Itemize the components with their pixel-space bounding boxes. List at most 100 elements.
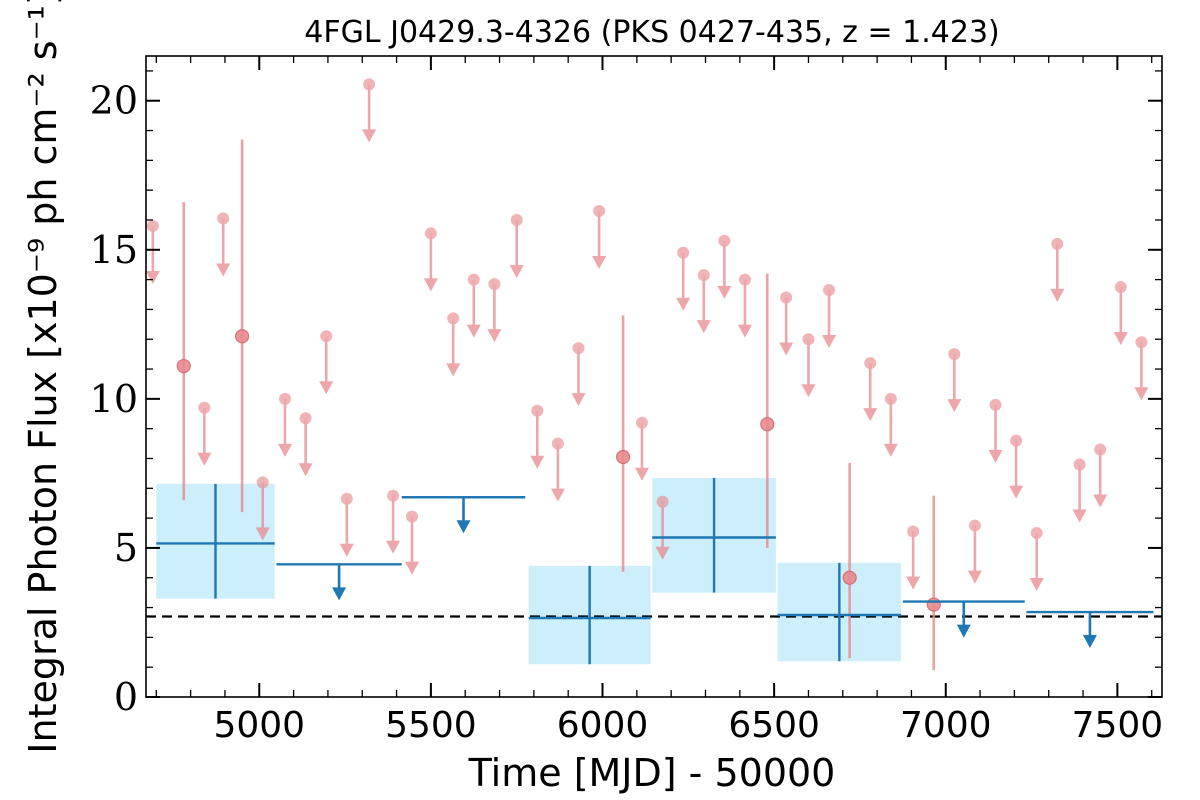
- short-bin-upper-limit-11: [423, 227, 438, 292]
- short-bin-upper-limit-28: [822, 284, 837, 349]
- short-bin-upper-limit-23-head: [696, 320, 711, 334]
- long-bin-bands: [156, 477, 902, 665]
- short-bin-upper-limit-marker-2: [217, 212, 230, 225]
- x-tick-label-1: 5500: [385, 705, 477, 746]
- short-bin-upper-limit-13-head: [466, 324, 481, 338]
- short-bin-upper-limit-3-head: [255, 527, 270, 541]
- short-bin-upper-limit-35-head: [1009, 485, 1024, 499]
- x-tick-label-3: 6500: [728, 705, 820, 746]
- short-bin-upper-limit-37-head: [1050, 288, 1065, 302]
- short-bin-upper-limit-17: [550, 437, 565, 502]
- short-bin-upper-limit-marker-34: [989, 398, 1002, 411]
- short-bin-upper-limit-27: [801, 333, 816, 398]
- short-bin-upper-limit-26: [779, 291, 794, 356]
- short-bin-upper-limit-0-head: [146, 270, 160, 284]
- short-bin-upper-limit-30: [883, 392, 898, 457]
- short-bin-upper-limit-marker-12: [447, 312, 460, 325]
- short-bin-upper-limit-40-head: [1113, 332, 1128, 346]
- short-bin-upper-limit-8: [362, 78, 377, 143]
- short-bin-upper-limit-24: [717, 234, 732, 299]
- short-bin-upper-limit-6-head: [319, 381, 334, 395]
- short-bin-upper-limit-marker-7: [340, 492, 353, 505]
- short-bin-upper-limit-marker-16: [531, 404, 544, 417]
- short-bin-upper-limit-marker-25: [738, 273, 751, 286]
- short-bin-upper-limit-marker-40: [1114, 281, 1127, 294]
- x-tick-label-0: 5000: [213, 705, 305, 746]
- short-bin-upper-limit-22-head: [676, 297, 691, 311]
- long-bin-upper-limit-arrow-0-head: [332, 587, 347, 601]
- short-bin-upper-limit-marker-4: [279, 392, 292, 405]
- short-bin-upper-limit-marker-33: [968, 519, 981, 532]
- short-bin-upper-limit-marker-6: [320, 330, 333, 343]
- short-bin-upper-limit-marker-28: [823, 284, 836, 297]
- chart-title: 4FGL J0429.3-4326 (PKS 0427-435, z = 1.4…: [304, 15, 999, 50]
- short-bin-upper-limit-27-head: [801, 384, 816, 398]
- x-tick-label-2: 6000: [557, 705, 649, 746]
- short-bin-upper-limit-marker-21: [656, 495, 669, 508]
- short-bin-upper-limit-14-head: [487, 329, 502, 343]
- short-bin-upper-limit-33-head: [967, 570, 982, 584]
- long-bin-upper-limit-arrow-0: [332, 564, 347, 601]
- short-bin-upper-limit-marker-13: [467, 273, 480, 286]
- short-bin-upper-limit-marker-35: [1010, 434, 1023, 447]
- short-bin-upper-limit-marker-39: [1094, 443, 1107, 456]
- short-bin-upper-limit-5: [298, 412, 313, 477]
- y-axis-label: Integral Photon Flux [x10⁻⁹ ph cm⁻² s⁻¹]: [21, 0, 65, 754]
- short-bin-upper-limit-marker-10: [406, 510, 419, 523]
- short-bin-upper-limit-39-head: [1093, 494, 1108, 508]
- short-bin-upper-limit-19-head: [592, 256, 607, 270]
- short-bin-upper-limit-marker-41: [1135, 336, 1148, 349]
- long-bin-series: [156, 477, 1154, 665]
- short-bin-upper-limit-marker-8: [363, 78, 376, 91]
- short-bin-upper-limit-marker-5: [299, 412, 312, 425]
- short-bin-upper-limit-marker-14: [488, 278, 501, 291]
- short-bin-upper-limit-7: [339, 492, 354, 557]
- short-bin-upper-limit-marker-37: [1051, 237, 1064, 250]
- short-bin-upper-limit-20: [634, 416, 649, 481]
- short-bin-point-3: [760, 417, 775, 432]
- short-bin-upper-limit-34-head: [988, 449, 1003, 463]
- plot-area: [146, 78, 1162, 671]
- short-bin-upper-limit-marker-1: [198, 401, 211, 414]
- short-bin-upper-limit-12-head: [446, 363, 461, 377]
- short-bin-upper-limit-4-head: [278, 443, 293, 457]
- short-bin-upper-limit-16: [530, 404, 545, 469]
- long-bin-upper-limit-arrow-1: [456, 497, 471, 534]
- short-bin-upper-limit-10: [405, 510, 420, 575]
- short-bin-upper-limit-13: [466, 273, 481, 338]
- short-bin-upper-limit-marker-29: [864, 357, 877, 370]
- short-bin-upper-limit-32: [947, 348, 962, 413]
- short-bin-upper-limit-36-head: [1029, 578, 1044, 592]
- short-bin-upper-limit-37: [1050, 237, 1065, 302]
- short-bin-upper-limit-12: [446, 312, 461, 377]
- short-bin-upper-limit-2: [216, 212, 231, 277]
- long-bin-upper-limit-arrow-1-head: [456, 520, 471, 534]
- y-tick-label-3: 15: [90, 228, 138, 272]
- short-bin-upper-limit-marker-38: [1073, 458, 1086, 471]
- axes-frame: [145, 55, 1163, 698]
- short-bin-upper-limit-26-head: [779, 342, 794, 356]
- y-tick-label-0: 0: [114, 675, 138, 719]
- short-bin-upper-limit-18-head: [571, 393, 586, 407]
- short-bin-upper-limit-16-head: [530, 455, 545, 469]
- short-bin-point-2: [616, 449, 631, 465]
- short-bin-upper-limit-9-head: [386, 540, 401, 554]
- short-bin-upper-limit-11-head: [423, 278, 438, 292]
- short-bin-upper-limit-10-head: [405, 561, 420, 575]
- short-bin-upper-limit-marker-27: [802, 333, 815, 346]
- short-bin-upper-limit-5-head: [298, 463, 313, 477]
- short-bin-upper-limit-3: [255, 476, 270, 541]
- short-bin-upper-limit-36: [1029, 527, 1044, 592]
- long-bin-upper-limit-arrow-2-head: [956, 624, 971, 638]
- short-bin-upper-limit-marker-11: [424, 227, 437, 240]
- short-bin-series: [146, 78, 1149, 671]
- short-bin-upper-limit-9: [386, 489, 401, 554]
- short-bin-upper-limit-14: [487, 278, 502, 343]
- x-tick-label-5: 7500: [1072, 705, 1164, 746]
- short-bin-upper-limit-21: [655, 495, 670, 560]
- short-bin-upper-limit-8-head: [362, 129, 377, 143]
- short-bin-upper-limit-34: [988, 398, 1003, 463]
- short-bin-upper-limit-25: [737, 273, 752, 338]
- short-bin-upper-limit-marker-9: [387, 489, 400, 502]
